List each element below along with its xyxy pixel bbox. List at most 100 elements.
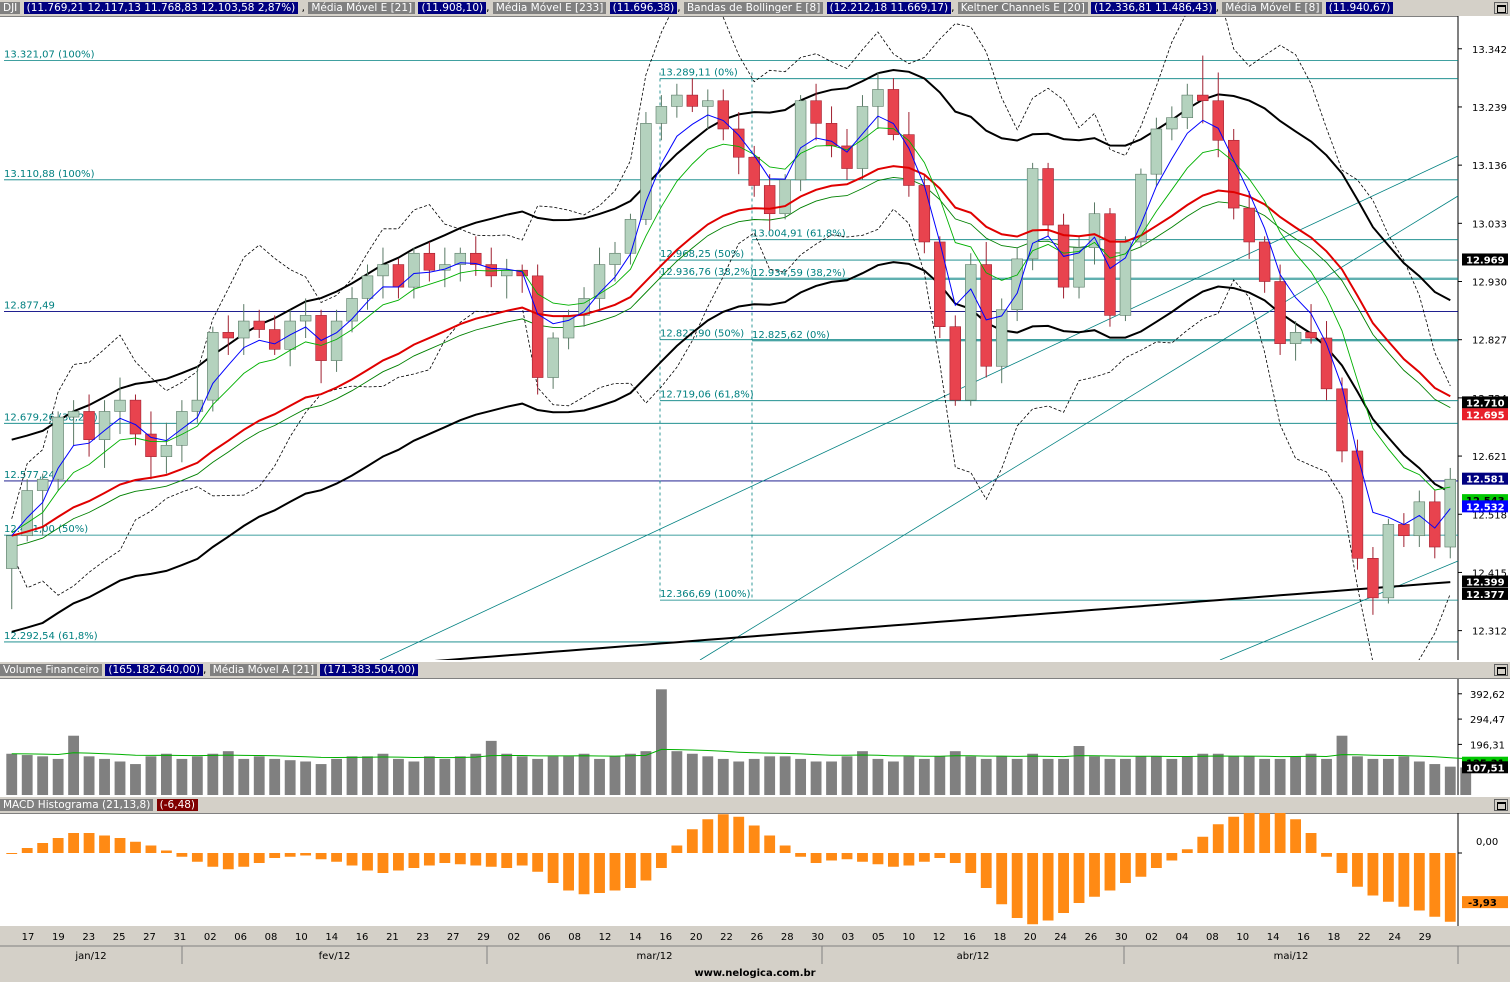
- price-tag-label: 12.969: [1466, 255, 1505, 266]
- macd-bar: [83, 833, 95, 853]
- volume-ma-label: Média Móvel A [21]: [209, 664, 318, 676]
- macd-bar: [1166, 853, 1178, 861]
- day-label: 04: [1176, 932, 1189, 943]
- volume-tick-label: 392,62: [1470, 690, 1505, 701]
- day-label: 06: [538, 932, 551, 943]
- maximize-icon[interactable]: [1494, 799, 1508, 811]
- volume-bar: [331, 758, 342, 795]
- candle-body: [114, 399, 126, 412]
- fib-level-label: 12.968,25 (50%): [660, 249, 744, 260]
- volume-bar: [439, 758, 451, 795]
- volume-bar: [702, 756, 714, 795]
- volume-bar: [253, 756, 265, 795]
- volume-bar: [393, 758, 404, 795]
- volume-last-tag-label: 107,51: [1466, 763, 1505, 774]
- fib-level-label: 12.577,24: [4, 470, 55, 481]
- day-label: 08: [265, 932, 278, 943]
- indicator-label: Keltner Channels E [20]: [957, 2, 1088, 14]
- macd-bar: [1104, 853, 1116, 891]
- macd-bar: [454, 853, 466, 865]
- macd-bar: [284, 853, 296, 857]
- day-label: 10: [295, 932, 308, 943]
- trend-line: [379, 155, 1459, 660]
- candle-body: [1320, 337, 1333, 390]
- trend-line: [1219, 560, 1459, 660]
- macd-bar: [1135, 853, 1147, 877]
- volume-bar: [516, 756, 528, 795]
- price-chart[interactable]: 13.342 13.239 13.136 13.033 12.930 12.827 12.7…: [0, 16, 1510, 660]
- month-label: jan/12: [74, 951, 106, 962]
- macd-bar: [965, 853, 977, 873]
- price-tick-label: 13.239: [1472, 103, 1507, 114]
- fib-level-label: 12.825,62 (0%): [752, 330, 830, 341]
- candle-body: [733, 128, 745, 158]
- volume-bar: [1460, 767, 1472, 795]
- symbol-label: DJI: [0, 2, 21, 14]
- fib-level-label: 12.719,06 (61,8%): [660, 390, 754, 401]
- volume-bar: [1243, 756, 1255, 795]
- candle-body: [268, 329, 281, 350]
- volume-bar: [795, 758, 807, 795]
- volume-bar: [176, 758, 188, 795]
- candle-body: [1305, 332, 1317, 339]
- day-label: 31: [173, 932, 186, 943]
- price-panel: DJI (11.769,21 12.117,13 11.768,83 12.10…: [0, 0, 1510, 660]
- macd-bar: [1089, 853, 1100, 897]
- candle-body: [918, 185, 931, 243]
- fib-level-label: 12.827,90 (50%): [660, 329, 744, 340]
- candle-body: [423, 252, 436, 271]
- macd-bar: [996, 853, 1008, 905]
- volume-bar: [965, 756, 977, 795]
- volume-bar: [130, 764, 141, 795]
- day-label: 16: [1297, 932, 1310, 943]
- macd-bar: [346, 853, 358, 866]
- volume-bar: [1120, 758, 1131, 795]
- macd-bar: [1367, 853, 1379, 896]
- macd-bar: [99, 835, 110, 853]
- price-tick-label: 12.312: [1472, 627, 1507, 638]
- volume-bar: [1290, 756, 1301, 795]
- candle-body: [1382, 524, 1395, 599]
- macd-bar: [1181, 849, 1193, 853]
- macd-bar: [207, 853, 219, 867]
- candle-body: [1197, 94, 1209, 102]
- volume-bar: [269, 758, 281, 795]
- macd-bar: [191, 853, 203, 862]
- day-label: 18: [1328, 932, 1341, 943]
- price-tick-label: 13.033: [1472, 219, 1507, 230]
- volume-title: Volume Financeiro: [0, 664, 102, 676]
- macd-bar: [1274, 813, 1286, 853]
- volume-bar: [1135, 756, 1147, 795]
- ema-8-line: [11, 127, 1451, 534]
- macd-bar: [377, 853, 389, 873]
- indicator-label: Bandas de Bollinger E [8]: [683, 2, 824, 14]
- candle-body: [995, 309, 1008, 367]
- volume-bar: [114, 761, 126, 795]
- candle-body: [887, 89, 900, 135]
- day-label: 23: [82, 932, 95, 943]
- macd-bar: [1027, 853, 1039, 925]
- macd-chart[interactable]: 0,00 -3,93: [0, 813, 1510, 927]
- candle-body: [640, 123, 652, 220]
- volume-bar: [810, 761, 822, 795]
- macd-bar: [1212, 824, 1224, 853]
- maximize-icon[interactable]: [1494, 2, 1508, 14]
- maximize-icon[interactable]: [1494, 664, 1508, 676]
- macd-bar: [68, 833, 80, 853]
- volume-bar: [748, 758, 760, 795]
- day-label: 12: [933, 932, 946, 943]
- macd-bar: [1429, 853, 1441, 917]
- candle-body: [702, 100, 714, 107]
- candle-body: [1135, 173, 1147, 243]
- candle-body: [965, 264, 977, 401]
- volume-bar: [826, 761, 837, 795]
- volume-bar: [83, 756, 95, 795]
- day-label: 14: [629, 932, 642, 943]
- volume-bar: [284, 760, 296, 795]
- macd-panel: MACD Histograma (21,13,8) (-6,48) 0,00 -3…: [0, 797, 1510, 927]
- price-tick-label: 13.342: [1472, 45, 1507, 56]
- macd-bar: [857, 853, 868, 862]
- volume-ma-line: [11, 748, 1466, 760]
- macd-bar: [934, 853, 946, 858]
